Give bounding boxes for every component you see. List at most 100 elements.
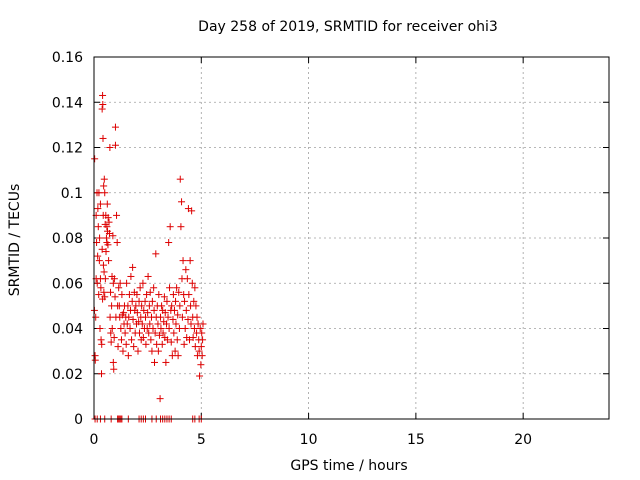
data-point xyxy=(172,297,180,305)
data-point xyxy=(101,275,109,283)
y-tick-label: 0.04 xyxy=(52,322,83,338)
data-point xyxy=(114,343,122,351)
data-point xyxy=(111,293,119,301)
data-point xyxy=(99,134,107,142)
data-point xyxy=(126,325,134,332)
data-point xyxy=(186,257,194,265)
data-point xyxy=(125,313,133,321)
data-point xyxy=(102,248,110,256)
data-point xyxy=(164,313,172,321)
data-point xyxy=(156,395,164,403)
data-point xyxy=(165,239,173,247)
data-point xyxy=(199,336,207,344)
data-point xyxy=(157,313,165,321)
data-point xyxy=(136,284,144,292)
data-point xyxy=(169,291,177,299)
data-point xyxy=(109,232,117,240)
data-point xyxy=(179,257,187,265)
data-point xyxy=(148,347,156,355)
data-point xyxy=(174,352,182,360)
data-point xyxy=(150,306,158,314)
data-point xyxy=(162,358,170,366)
x-tick-label: 10 xyxy=(300,432,318,448)
data-point xyxy=(101,293,109,301)
data-point xyxy=(173,284,181,292)
data-point xyxy=(151,329,159,337)
data-point xyxy=(98,105,106,113)
axis-ticks xyxy=(93,56,609,420)
data-point xyxy=(117,325,125,332)
data-point xyxy=(98,245,106,253)
y-tick-label: 0.06 xyxy=(52,276,83,292)
data-point xyxy=(129,315,137,323)
data-point xyxy=(149,325,157,332)
data-point xyxy=(94,252,102,260)
data-point xyxy=(135,297,143,305)
grid-lines xyxy=(94,57,609,419)
data-point xyxy=(176,302,184,310)
data-point xyxy=(113,239,121,247)
data-point xyxy=(152,250,160,258)
data-point xyxy=(178,313,186,321)
data-point xyxy=(133,291,141,299)
data-point xyxy=(145,329,153,337)
y-tick-label: 0.14 xyxy=(52,95,83,111)
data-point xyxy=(158,302,166,310)
data-point xyxy=(182,306,190,314)
data-point xyxy=(95,291,103,299)
y-tick-label: 0.08 xyxy=(52,231,83,247)
data-point xyxy=(118,291,126,299)
data-point xyxy=(144,309,152,317)
data-point xyxy=(171,347,179,355)
data-point xyxy=(197,361,205,369)
data-point xyxy=(108,325,116,332)
data-point xyxy=(100,268,108,276)
data-point xyxy=(93,279,101,287)
data-point xyxy=(170,329,178,337)
data-point xyxy=(103,200,111,208)
data-point xyxy=(168,302,176,310)
data-point xyxy=(135,318,143,326)
y-tick-label: 0.02 xyxy=(52,367,83,383)
data-point xyxy=(99,261,107,269)
data-point xyxy=(91,155,99,163)
data-point xyxy=(143,291,151,299)
data-point xyxy=(155,331,163,339)
x-tick-labels: 0 5 10 15 20 xyxy=(90,432,533,448)
data-point xyxy=(191,343,199,351)
data-point xyxy=(140,306,148,314)
data-point xyxy=(157,325,165,332)
data-point xyxy=(195,347,203,355)
data-point xyxy=(151,358,159,366)
data-point xyxy=(141,297,149,305)
data-point xyxy=(119,347,127,355)
data-point xyxy=(110,334,118,342)
data-point xyxy=(103,223,111,231)
data-point xyxy=(181,325,189,332)
data-point xyxy=(169,315,177,323)
x-tick-label: 15 xyxy=(407,432,425,448)
data-point xyxy=(108,302,116,310)
data-point xyxy=(150,284,158,292)
data-point xyxy=(113,211,121,219)
data-point xyxy=(142,313,149,321)
data-point xyxy=(111,141,119,149)
data-point xyxy=(98,370,106,378)
data-point xyxy=(97,336,105,344)
data-point xyxy=(144,272,152,280)
data-point xyxy=(167,338,175,346)
data-point xyxy=(101,189,109,197)
data-point xyxy=(174,311,182,319)
data-point xyxy=(110,275,118,283)
data-point xyxy=(123,320,131,328)
x-tick-label: 5 xyxy=(197,432,206,448)
chart-title: Day 258 of 2019, SRMTID for receiver ohi… xyxy=(198,19,498,35)
data-point xyxy=(128,297,136,305)
data-point xyxy=(133,309,141,317)
data-point xyxy=(190,297,198,305)
data-point xyxy=(199,320,207,328)
data-point xyxy=(163,297,171,305)
data-point xyxy=(121,329,129,337)
data-point xyxy=(138,302,146,310)
